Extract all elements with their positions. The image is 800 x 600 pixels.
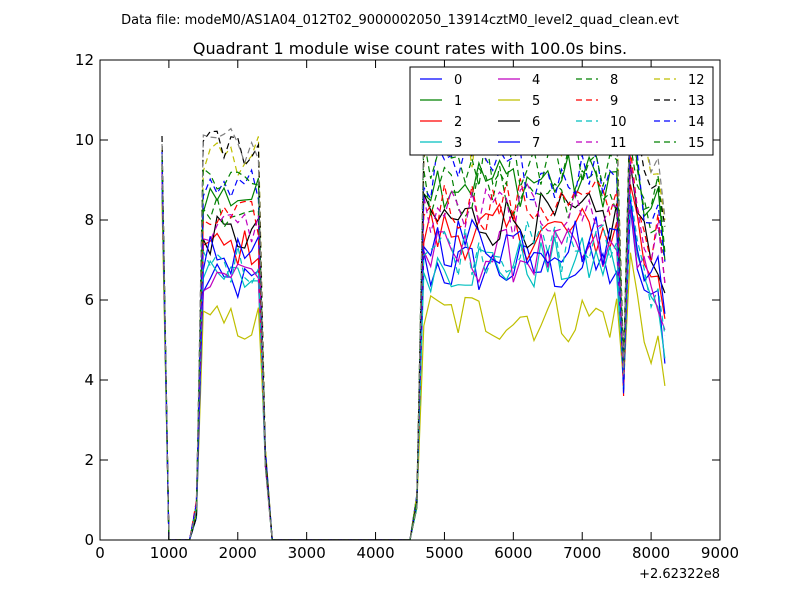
- x-tick-label: 9000: [701, 544, 739, 562]
- legend-label: 3: [454, 136, 462, 151]
- x-tick-label: 2000: [219, 544, 257, 562]
- series-line-9: [161, 149, 666, 540]
- legend-label: 13: [688, 94, 705, 109]
- legend-label: 11: [610, 136, 627, 151]
- chart-title: Quadrant 1 module wise count rates with …: [193, 39, 627, 58]
- x-tick-label: 1000: [150, 544, 188, 562]
- series-line-6: [161, 163, 666, 540]
- series-line-0: [161, 155, 666, 540]
- x-tick-label: 8000: [632, 544, 670, 562]
- series-line-11: [161, 161, 666, 540]
- legend-label: 2: [454, 115, 462, 130]
- legend-label: 0: [454, 73, 462, 88]
- series-line-7: [161, 175, 666, 540]
- x-tick-label: 0: [95, 544, 105, 562]
- x-offset-label: +2.62322e8: [639, 567, 720, 582]
- series-line-15: [161, 102, 666, 540]
- x-tick-label: 7000: [563, 544, 601, 562]
- legend-box: [409, 66, 714, 156]
- legend-label: 6: [532, 115, 540, 130]
- series-line-2: [161, 179, 666, 540]
- series-line-10: [161, 179, 666, 540]
- series-line-14: [161, 122, 666, 540]
- y-tick-label: 8: [84, 211, 94, 229]
- y-tick-label: 0: [84, 531, 94, 549]
- x-tick-label: 3000: [288, 544, 326, 562]
- plot-area: [99, 59, 721, 541]
- legend-label: 15: [688, 136, 705, 151]
- legend-label: 8: [610, 73, 618, 88]
- y-tick-label: 4: [84, 371, 94, 389]
- legend-label: 4: [532, 73, 540, 88]
- legend-label: 12: [688, 73, 705, 88]
- y-tick-label: 2: [84, 451, 94, 469]
- legend-label: 5: [532, 94, 540, 109]
- legend-label: 1: [454, 94, 462, 109]
- series-line-4: [161, 171, 666, 540]
- legend-label: 9: [610, 94, 618, 109]
- legend-label: 7: [532, 136, 540, 151]
- legend-label: 10: [610, 115, 627, 130]
- y-tick-label: 12: [75, 51, 94, 69]
- y-tick-label: 6: [84, 291, 94, 309]
- y-tick-label: 10: [75, 131, 94, 149]
- legend-label: 14: [688, 115, 705, 130]
- x-tick-label: 4000: [356, 544, 394, 562]
- x-axis: 0 1000 2000 3000 4000 5000 6000 7000 8000 9000: [95, 60, 739, 562]
- figure-suptitle: Data file: modeM0/AS1A04_012T02_90000020…: [121, 13, 679, 28]
- x-tick-label: 5000: [425, 544, 463, 562]
- x-tick-label: 6000: [494, 544, 532, 562]
